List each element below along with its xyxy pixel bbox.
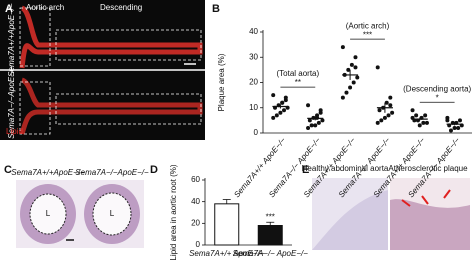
panel-label: C xyxy=(4,164,12,176)
data-point xyxy=(456,125,461,130)
data-point xyxy=(423,113,428,118)
data-point xyxy=(316,120,321,125)
data-point xyxy=(280,100,285,105)
data-point xyxy=(274,113,279,118)
significance: *** xyxy=(363,30,372,39)
data-point xyxy=(313,123,318,128)
column-label: Healthy abdominal aorta xyxy=(302,164,389,173)
column-label: Atherosclerotic plaque xyxy=(388,164,468,173)
data-point xyxy=(318,108,323,113)
data-point xyxy=(452,125,457,130)
data-point xyxy=(390,110,395,115)
y-axis-label: Lipid area in aortic root (%) xyxy=(169,164,178,260)
data-point xyxy=(384,100,389,105)
data-point xyxy=(282,108,287,113)
y-tick-label: 0 xyxy=(196,240,201,249)
y-tick-label: 20 xyxy=(249,78,258,87)
region-label: Descending xyxy=(100,3,142,12)
data-point xyxy=(349,62,354,67)
data-point xyxy=(271,93,276,98)
panel-label: E xyxy=(302,164,309,176)
data-point xyxy=(351,80,356,85)
data-point xyxy=(340,45,345,50)
data-point xyxy=(355,75,360,80)
data-point xyxy=(271,115,276,120)
panel-label: D xyxy=(150,164,158,176)
data-point xyxy=(414,113,419,118)
data-point xyxy=(344,90,349,95)
data-point xyxy=(417,123,422,128)
lumen-label: L xyxy=(46,209,51,218)
data-point xyxy=(309,123,314,128)
data-point xyxy=(448,128,453,133)
data-point xyxy=(445,118,450,123)
row-label: Sema7A−/−ApoE−/− xyxy=(7,65,16,139)
y-tick-label: 60 xyxy=(191,175,200,184)
y-tick-label: 40 xyxy=(191,197,200,206)
significance: ** xyxy=(295,78,301,87)
data-point xyxy=(377,108,382,113)
group-label: (Total aorta) xyxy=(276,69,319,78)
group-label: (Descending aorta) xyxy=(403,84,471,93)
x-tick-label: Sema7A−/− ApoE−/− xyxy=(233,249,309,258)
data-point xyxy=(307,118,312,123)
column-label: Sema7A+/+ApoE−/− xyxy=(11,168,85,177)
lumen-label: L xyxy=(110,209,115,218)
data-point xyxy=(421,120,426,125)
data-point xyxy=(353,55,358,60)
bar xyxy=(214,203,240,246)
data-point xyxy=(388,95,393,100)
data-point xyxy=(346,67,351,72)
data-point xyxy=(306,125,311,130)
data-point xyxy=(375,120,380,125)
x-tick-label: Sema7A+/+ ApoE−/− xyxy=(189,249,265,258)
significance: * xyxy=(436,93,439,102)
data-point xyxy=(410,108,415,113)
y-tick-label: 30 xyxy=(249,52,258,61)
y-tick-label: 0 xyxy=(254,128,259,137)
y-axis-label: Plaque area (%) xyxy=(217,53,226,111)
data-point xyxy=(353,65,358,70)
bar xyxy=(257,225,283,246)
row-label: Sema7A+/+ApoE−/− xyxy=(7,3,16,77)
panel-label: B xyxy=(212,3,220,15)
data-point xyxy=(424,120,429,125)
data-point xyxy=(382,115,387,120)
data-point xyxy=(379,118,384,123)
data-point xyxy=(306,103,311,108)
data-point xyxy=(386,113,391,118)
data-point xyxy=(320,118,325,123)
group-label: (Aortic arch) xyxy=(346,21,390,30)
y-tick-label: 40 xyxy=(249,27,258,36)
data-point xyxy=(388,103,393,108)
y-tick-label: 20 xyxy=(191,218,200,227)
data-point xyxy=(278,110,283,115)
data-point xyxy=(457,118,462,123)
data-point xyxy=(348,85,353,90)
column-label: Sema7A−/−ApoE−/− xyxy=(75,168,149,177)
y-tick-label: 10 xyxy=(249,103,258,112)
panel-label: A xyxy=(5,3,13,15)
region-label: Aortic arch xyxy=(26,3,64,12)
data-point xyxy=(340,95,345,100)
data-point xyxy=(375,65,380,70)
stain-label: Lipid xyxy=(6,127,23,136)
significance: *** xyxy=(266,212,275,221)
data-point xyxy=(283,95,288,100)
